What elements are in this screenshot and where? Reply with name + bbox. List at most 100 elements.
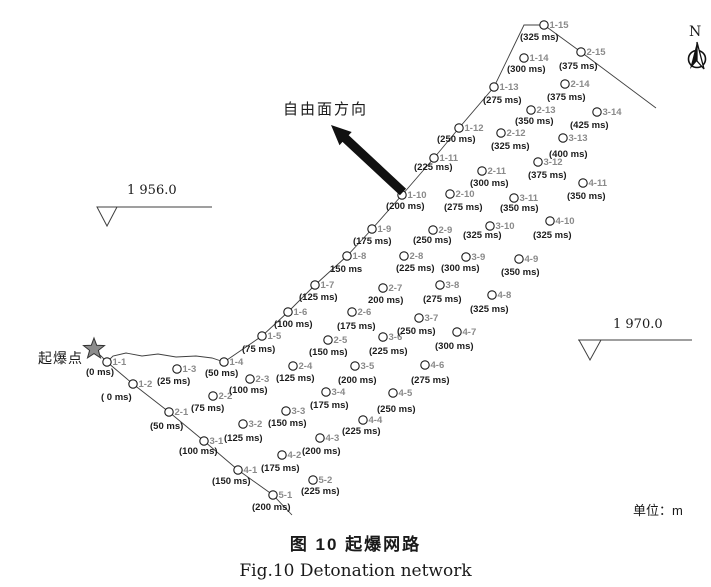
blast-hole-4-3: 4-3 (200 ms) xyxy=(302,433,341,457)
hole-id-label: 1-14 xyxy=(530,53,550,64)
hole-delay-label: (150 ms) xyxy=(268,418,307,429)
north-label: N xyxy=(689,24,702,40)
hole-id-label: 2-2 xyxy=(219,391,233,402)
hole-marker xyxy=(310,280,320,290)
hole-delay-label: (75 ms) xyxy=(242,344,275,355)
blast-hole-2-15: 2-15 (375 ms) xyxy=(559,47,606,72)
hole-marker xyxy=(308,475,318,485)
blast-hole-2-13: 2-13(350 ms) xyxy=(515,105,556,127)
hole-marker xyxy=(592,107,602,117)
hole-delay-label: (350 ms) xyxy=(515,116,554,127)
hole-delay-label: (325 ms) xyxy=(470,304,509,315)
hole-marker xyxy=(578,178,588,188)
hole-delay-label: (25 ms) xyxy=(157,376,190,387)
hole-marker xyxy=(283,307,293,317)
hole-marker xyxy=(509,193,519,203)
blast-hole-4-6: 4-6 (275 ms) xyxy=(411,360,450,386)
hole-id-label: 2-10 xyxy=(456,189,475,200)
hole-id-label: 5-2 xyxy=(319,475,333,486)
hole-id-label: 2-7 xyxy=(389,283,403,294)
hole-delay-label: (275 ms) xyxy=(444,202,483,213)
hole-marker xyxy=(435,280,445,290)
hole-delay-label: (300 ms) xyxy=(470,178,509,189)
hole-id-label: 2-5 xyxy=(334,335,348,346)
hole-id-label: 2-15 xyxy=(587,47,607,58)
blast-hole-1-5: 1-5 (75 ms) xyxy=(242,331,282,355)
hole-id-label: 4-7 xyxy=(463,327,477,338)
hole-marker xyxy=(545,216,555,226)
hole-marker xyxy=(164,407,174,417)
hole-marker xyxy=(539,20,549,30)
hole-marker xyxy=(477,166,487,176)
hole-id-label: 1-1 xyxy=(113,357,127,368)
hole-marker xyxy=(558,133,568,143)
hole-marker xyxy=(489,82,499,92)
hole-delay-label: (200 ms) xyxy=(386,201,425,212)
hole-marker xyxy=(172,364,182,374)
blast-hole-4-10: 4-10 (325 ms) xyxy=(533,216,575,241)
blast-hole-3-13: 3-13 (400 ms) xyxy=(549,133,588,160)
blast-hole-1-1: 1-1(0 ms) xyxy=(86,357,127,378)
hole-id-label: 1-6 xyxy=(294,307,308,318)
hole-id-label: 4-3 xyxy=(326,433,340,444)
hole-delay-label: (300 ms) xyxy=(507,64,546,75)
elevation-marker-left xyxy=(96,206,212,228)
hole-id-label: 4-6 xyxy=(431,360,445,371)
hole-marker xyxy=(288,361,298,371)
hole-marker xyxy=(429,153,439,163)
blast-hole-1-10: 1-10(200 ms) xyxy=(386,190,427,212)
initiation-star-icon xyxy=(82,336,106,360)
hole-delay-label: (375 ms) xyxy=(547,92,586,103)
hole-marker xyxy=(257,331,267,341)
hole-marker xyxy=(576,47,586,57)
blast-hole-4-11: 4-11 (350 ms) xyxy=(567,178,608,202)
hole-id-label: 3-10 xyxy=(496,221,515,232)
hole-delay-label: (225 ms) xyxy=(414,162,453,173)
hole-delay-label: (325 ms) xyxy=(520,32,559,43)
hole-delay-label: (250 ms) xyxy=(377,404,416,415)
hole-marker xyxy=(238,419,248,429)
hole-delay-label: (350 ms) xyxy=(567,191,606,202)
hole-id-label: 1-11 xyxy=(440,153,459,164)
hole-marker xyxy=(445,189,455,199)
blast-hole-2-10: 2-10 (275 ms) xyxy=(444,189,483,213)
blast-hole-1-8: 1-8 150 ms xyxy=(330,251,366,275)
hole-delay-label: (175 ms) xyxy=(261,463,300,474)
hole-id-label: 1-9 xyxy=(378,224,392,235)
hole-marker xyxy=(399,251,409,261)
blast-hole-1-4: 1-4(50 ms) xyxy=(205,357,244,379)
hole-marker xyxy=(102,357,112,367)
hole-delay-label: (125 ms) xyxy=(224,433,263,444)
hole-delay-label: (200 ms) xyxy=(338,375,377,386)
hole-marker xyxy=(199,436,209,446)
network-lines-group xyxy=(99,24,657,516)
blast-hole-4-7: 4-7 (300 ms) xyxy=(435,327,476,352)
hole-id-label: 3-9 xyxy=(472,252,486,263)
blast-hole-1-2: 1-2 ( 0 ms) xyxy=(101,379,152,403)
hole-id-label: 4-9 xyxy=(525,254,539,265)
hole-id-label: 2-9 xyxy=(439,225,453,236)
hole-delay-label: (400 ms) xyxy=(549,149,588,160)
hole-id-label: 4-8 xyxy=(498,290,512,301)
initiation-point-label: 起爆点 xyxy=(38,350,83,366)
blast-hole-3-12: 3-12 (375 ms) xyxy=(528,157,567,181)
hole-id-label: 3-2 xyxy=(249,419,263,430)
blast-hole-2-3: 2-3(100 ms) xyxy=(229,374,269,396)
top-wavy-boundary xyxy=(106,352,225,363)
hole-delay-label: (250 ms) xyxy=(413,235,452,246)
blast-hole-2-8: 2-8(225 ms) xyxy=(396,251,435,274)
hole-id-label: 1-7 xyxy=(321,280,335,291)
hole-marker xyxy=(414,313,424,323)
hole-id-label: 1-4 xyxy=(230,357,244,368)
hole-id-label: 2-13 xyxy=(537,105,556,116)
blast-hole-1-11: 1-11(225 ms) xyxy=(414,153,459,173)
hole-id-label: 4-2 xyxy=(288,450,302,461)
blast-hole-1-3: 1-3(25 ms) xyxy=(157,364,196,387)
hole-delay-label: (225 ms) xyxy=(369,346,408,357)
hole-delay-label: (300 ms) xyxy=(435,341,474,352)
hole-marker xyxy=(378,332,388,342)
hole-id-label: 2-1 xyxy=(175,407,189,418)
blast-hole-4-8: 4-8 (325 ms) xyxy=(470,290,511,315)
